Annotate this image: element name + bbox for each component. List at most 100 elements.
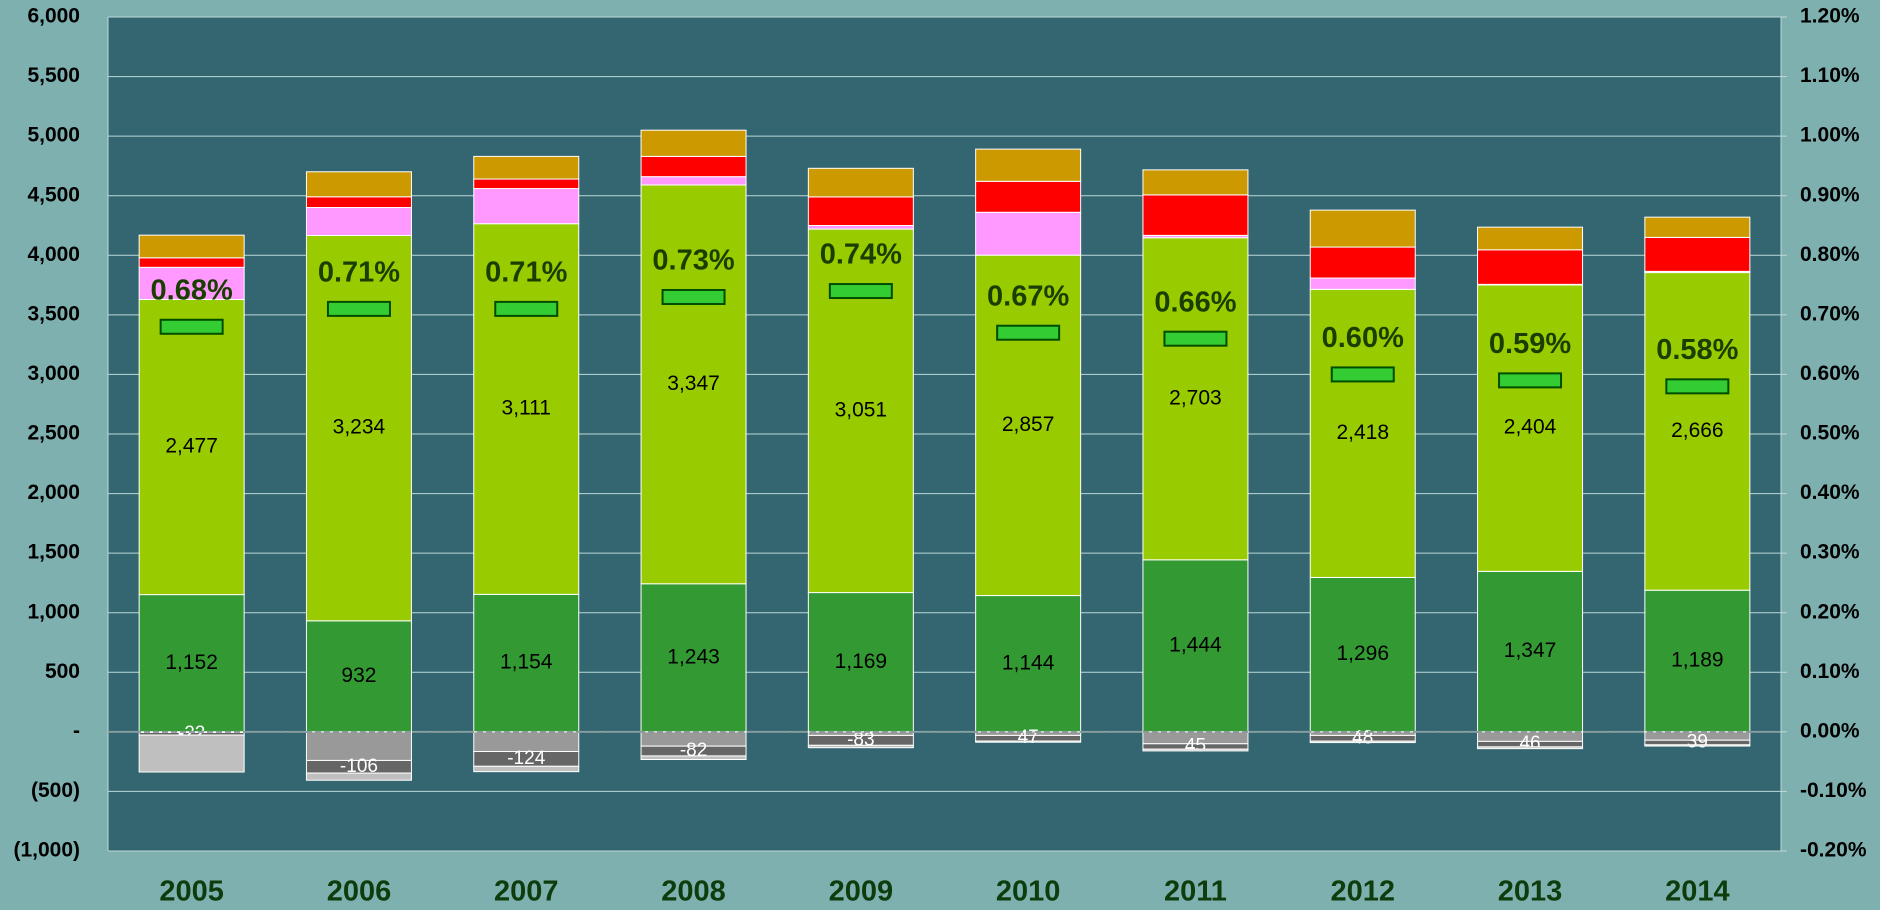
x-tick-label: 2007 bbox=[494, 876, 559, 908]
ratio-marker bbox=[996, 324, 1061, 341]
data-label: 3,111 bbox=[502, 397, 551, 420]
data-label: 46 bbox=[1519, 733, 1540, 754]
y-tick-label: (500) bbox=[31, 779, 80, 802]
y-tick-label: 1,000 bbox=[27, 600, 80, 623]
bar-segment bbox=[1142, 237, 1249, 561]
bar-segment bbox=[1309, 209, 1416, 248]
y-tick-label: 5,000 bbox=[27, 124, 80, 147]
bar-segment bbox=[138, 734, 245, 773]
ratio-marker bbox=[661, 288, 726, 305]
bar-segment bbox=[473, 188, 580, 225]
x-tick-label: 2006 bbox=[327, 876, 392, 908]
data-label: 2,418 bbox=[1336, 421, 1389, 444]
bar-segment bbox=[640, 184, 747, 585]
data-label: 1,152 bbox=[165, 651, 218, 674]
bar-segment bbox=[807, 744, 914, 749]
bar-segment bbox=[1142, 559, 1249, 733]
x-tick-label: 2014 bbox=[1665, 876, 1730, 908]
bar-segment bbox=[1644, 236, 1751, 272]
bar-segment bbox=[305, 196, 412, 209]
data-label: 1,169 bbox=[835, 650, 888, 673]
bar-segment bbox=[138, 266, 245, 300]
bar-segment bbox=[138, 234, 245, 259]
y-tick-label: 2,500 bbox=[27, 422, 80, 445]
bar-segment bbox=[473, 765, 580, 773]
bar-segment bbox=[1309, 246, 1416, 279]
data-label: 1,444 bbox=[1169, 633, 1222, 656]
bar-segment bbox=[473, 155, 580, 180]
bar-segment bbox=[1477, 284, 1584, 572]
x-tick-label: 2009 bbox=[829, 876, 894, 908]
y2-tick-label: 0.50% bbox=[1800, 422, 1860, 445]
bar-segment bbox=[138, 257, 245, 268]
y-tick-label: 2,000 bbox=[27, 481, 80, 504]
bar-segment bbox=[807, 225, 914, 230]
data-label: 39 bbox=[1687, 732, 1708, 753]
y-tick-label: 5,500 bbox=[27, 64, 80, 87]
y-tick-label: 4,000 bbox=[27, 243, 80, 266]
y2-tick-label: 0.20% bbox=[1800, 600, 1860, 623]
ratio-marker bbox=[1498, 372, 1563, 389]
data-label: 1,347 bbox=[1504, 639, 1557, 662]
bar-segment bbox=[975, 740, 1082, 743]
x-tick-label: 2005 bbox=[159, 876, 224, 908]
ratio-label: 0.60% bbox=[1322, 322, 1404, 354]
data-label: -124 bbox=[507, 748, 545, 769]
bar-segment bbox=[305, 772, 412, 781]
bar-segment bbox=[138, 298, 245, 596]
x-tick-label: 2008 bbox=[661, 876, 726, 908]
bar-segment bbox=[640, 176, 747, 186]
ratio-marker bbox=[494, 300, 559, 317]
data-label: 3,051 bbox=[835, 398, 888, 421]
bar-segment bbox=[305, 207, 412, 237]
bar-segment bbox=[305, 171, 412, 198]
bar-segment bbox=[1644, 272, 1751, 591]
bar-segment bbox=[807, 196, 914, 227]
ratio-marker bbox=[828, 283, 893, 300]
bar-segment bbox=[975, 148, 1082, 182]
data-label: 2,404 bbox=[1504, 416, 1557, 439]
ratio-label: 0.74% bbox=[820, 239, 902, 271]
y-tick-label: 4,500 bbox=[27, 183, 80, 206]
bar-segment bbox=[1142, 169, 1249, 196]
ratio-label: 0.73% bbox=[652, 245, 734, 277]
bar-segment bbox=[1477, 249, 1584, 285]
data-label: 932 bbox=[341, 664, 376, 687]
data-label: 45 bbox=[1185, 735, 1206, 756]
bar-segment bbox=[1477, 570, 1584, 733]
data-label: 47 bbox=[1018, 727, 1039, 748]
bar-segment bbox=[1309, 277, 1416, 290]
data-label: 1,154 bbox=[500, 651, 553, 674]
data-label: 1,144 bbox=[1002, 651, 1055, 674]
ratio-marker bbox=[326, 300, 391, 317]
bar-segment bbox=[640, 129, 747, 157]
y2-tick-label: 1.10% bbox=[1800, 64, 1860, 87]
bar-segment bbox=[807, 592, 914, 733]
y2-tick-label: 0.30% bbox=[1800, 541, 1860, 564]
bar-segment bbox=[975, 180, 1082, 213]
y2-tick-label: 0.80% bbox=[1800, 243, 1860, 266]
bar-segment bbox=[305, 235, 412, 622]
ratio-label: 0.66% bbox=[1154, 286, 1236, 318]
bar-segment bbox=[305, 731, 412, 761]
ratio-label: 0.59% bbox=[1489, 328, 1571, 360]
bar-segment bbox=[640, 755, 747, 760]
ratio-marker bbox=[1163, 330, 1228, 347]
y2-tick-label: 0.00% bbox=[1800, 719, 1860, 742]
bar-segment bbox=[1644, 744, 1751, 747]
ratio-label: 0.68% bbox=[151, 274, 233, 306]
bar-segment bbox=[975, 254, 1082, 597]
bar-segment bbox=[1477, 226, 1584, 251]
ratio-marker bbox=[1665, 378, 1730, 395]
ratio-label: 0.71% bbox=[485, 257, 567, 289]
bar-segment bbox=[1142, 194, 1249, 236]
bar-segment bbox=[640, 155, 747, 178]
data-label: 2,703 bbox=[1169, 386, 1222, 409]
data-label: 1,243 bbox=[667, 645, 720, 668]
y-tick-label: (1,000) bbox=[13, 839, 80, 862]
bar-segment bbox=[807, 167, 914, 198]
data-label: 1,296 bbox=[1336, 642, 1389, 665]
x-tick-label: 2010 bbox=[996, 876, 1061, 908]
